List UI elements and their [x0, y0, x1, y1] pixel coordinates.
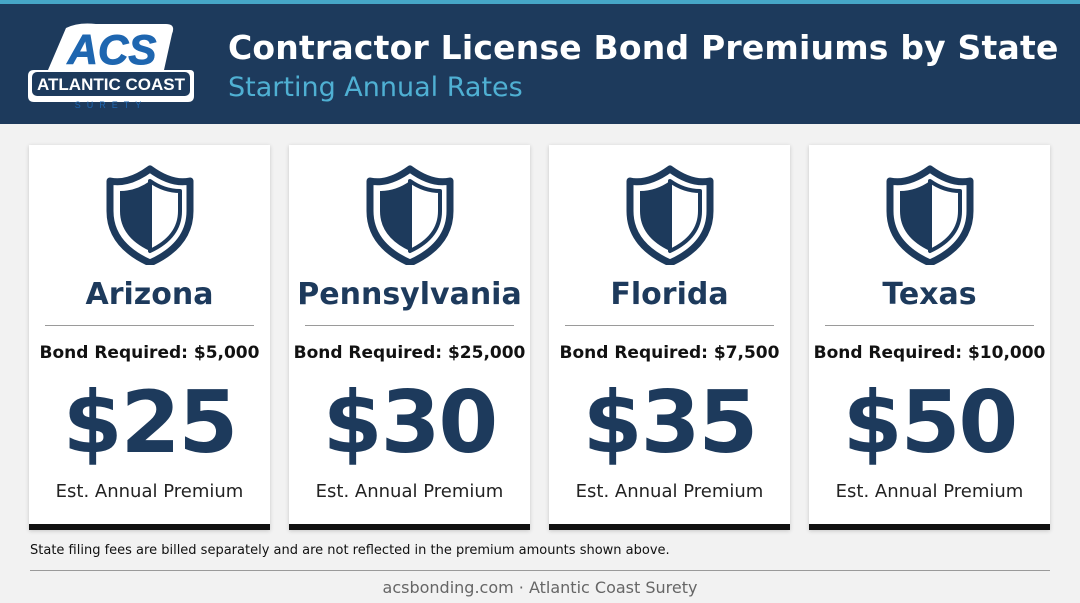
premium-label: Est. Annual Premium	[575, 481, 764, 502]
state-name: Texas	[882, 277, 977, 312]
state-card-florida: Florida Bond Required: $7,500 $35 Est. A…	[549, 145, 790, 530]
card-divider	[825, 325, 1034, 326]
state-card-arizona: Arizona Bond Required: $5,000 $25 Est. A…	[29, 145, 270, 530]
shield-icon	[886, 165, 974, 265]
shield-icon	[626, 165, 714, 265]
card-divider	[565, 325, 774, 326]
state-card-pennsylvania: Pennsylvania Bond Required: $25,000 $30 …	[289, 145, 530, 530]
state-name: Florida	[610, 277, 729, 312]
bond-required: Bond Required: $25,000	[293, 343, 526, 363]
svg-text:SURETY: SURETY	[75, 100, 148, 110]
footer-text: acsbonding.com · Atlantic Coast Surety	[382, 578, 698, 597]
disclaimer-note: State filing fees are billed separately …	[30, 543, 670, 558]
bond-required: Bond Required: $7,500	[559, 343, 780, 363]
page-title: Contractor License Bond Premiums by Stat…	[228, 28, 1059, 67]
bond-required: Bond Required: $10,000	[813, 343, 1046, 363]
premium-amount: $30	[322, 373, 499, 473]
bond-required: Bond Required: $5,000	[39, 343, 260, 363]
svg-text:ATLANTIC COAST: ATLANTIC COAST	[37, 75, 186, 94]
premium-amount: $35	[582, 373, 759, 473]
footer-divider	[30, 570, 1050, 571]
state-name: Pennsylvania	[297, 277, 522, 312]
svg-text:ACS: ACS	[67, 26, 157, 73]
card-divider	[45, 325, 254, 326]
card-divider	[305, 325, 514, 326]
page-subtitle: Starting Annual Rates	[228, 72, 523, 103]
header-bar: ACS ATLANTIC COAST SURETY Contractor Lic…	[0, 0, 1080, 124]
shield-icon	[106, 165, 194, 265]
premium-amount: $25	[62, 373, 239, 473]
premium-label: Est. Annual Premium	[315, 481, 504, 502]
premium-label: Est. Annual Premium	[835, 481, 1024, 502]
acs-logo: ACS ATLANTIC COAST SURETY	[28, 23, 194, 110]
shield-icon	[366, 165, 454, 265]
state-name: Arizona	[85, 277, 214, 312]
state-card-texas: Texas Bond Required: $10,000 $50 Est. An…	[809, 145, 1050, 530]
premium-amount: $50	[842, 373, 1019, 473]
premium-label: Est. Annual Premium	[55, 481, 244, 502]
